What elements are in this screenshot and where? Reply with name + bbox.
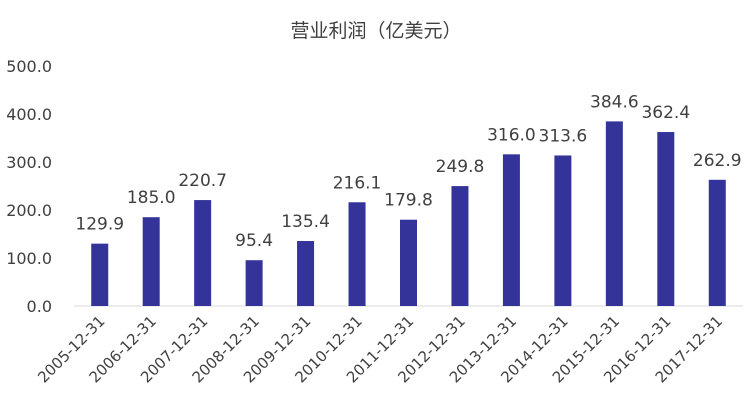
bar <box>297 241 315 306</box>
data-label: 249.8 <box>436 157 485 177</box>
bar <box>708 179 726 306</box>
bar <box>194 200 212 306</box>
y-tick-label: 100.0 <box>6 249 52 268</box>
data-label: 362.4 <box>641 103 690 123</box>
data-label: 220.7 <box>178 171 227 191</box>
y-tick-label: 200.0 <box>6 201 52 220</box>
y-tick-label: 400.0 <box>6 105 52 124</box>
data-label: 313.6 <box>539 126 588 146</box>
data-label: 316.0 <box>487 125 536 145</box>
bar <box>502 154 520 306</box>
bars <box>91 121 726 306</box>
y-axis: 0.0 100.0 200.0 300.0 400.0 500.0 <box>6 57 52 316</box>
y-tick-label: 0.0 <box>27 297 52 316</box>
bar <box>554 155 572 306</box>
data-label: 262.9 <box>693 151 742 171</box>
bar <box>91 243 109 306</box>
y-tick-label: 500.0 <box>6 57 52 76</box>
data-labels: 129.9185.0220.795.4135.4216.1179.8249.83… <box>75 92 741 251</box>
bar <box>400 219 417 306</box>
bar <box>348 202 366 306</box>
data-label: 384.6 <box>590 92 639 112</box>
data-label: 135.4 <box>281 212 330 232</box>
data-label: 179.8 <box>384 191 433 211</box>
data-label: 185.0 <box>127 188 176 208</box>
data-label: 216.1 <box>333 173 382 193</box>
data-label: 95.4 <box>235 231 273 251</box>
data-label: 129.9 <box>75 215 124 235</box>
y-tick-label: 300.0 <box>6 153 52 172</box>
bar <box>451 186 469 306</box>
bar <box>142 217 160 306</box>
bar <box>245 260 263 306</box>
x-axis: 2005-12-312006-12-312007-12-312008-12-31… <box>34 312 726 386</box>
bar <box>657 132 675 306</box>
chart-title: 营业利润（亿美元） <box>290 20 461 42</box>
bar <box>605 121 623 306</box>
